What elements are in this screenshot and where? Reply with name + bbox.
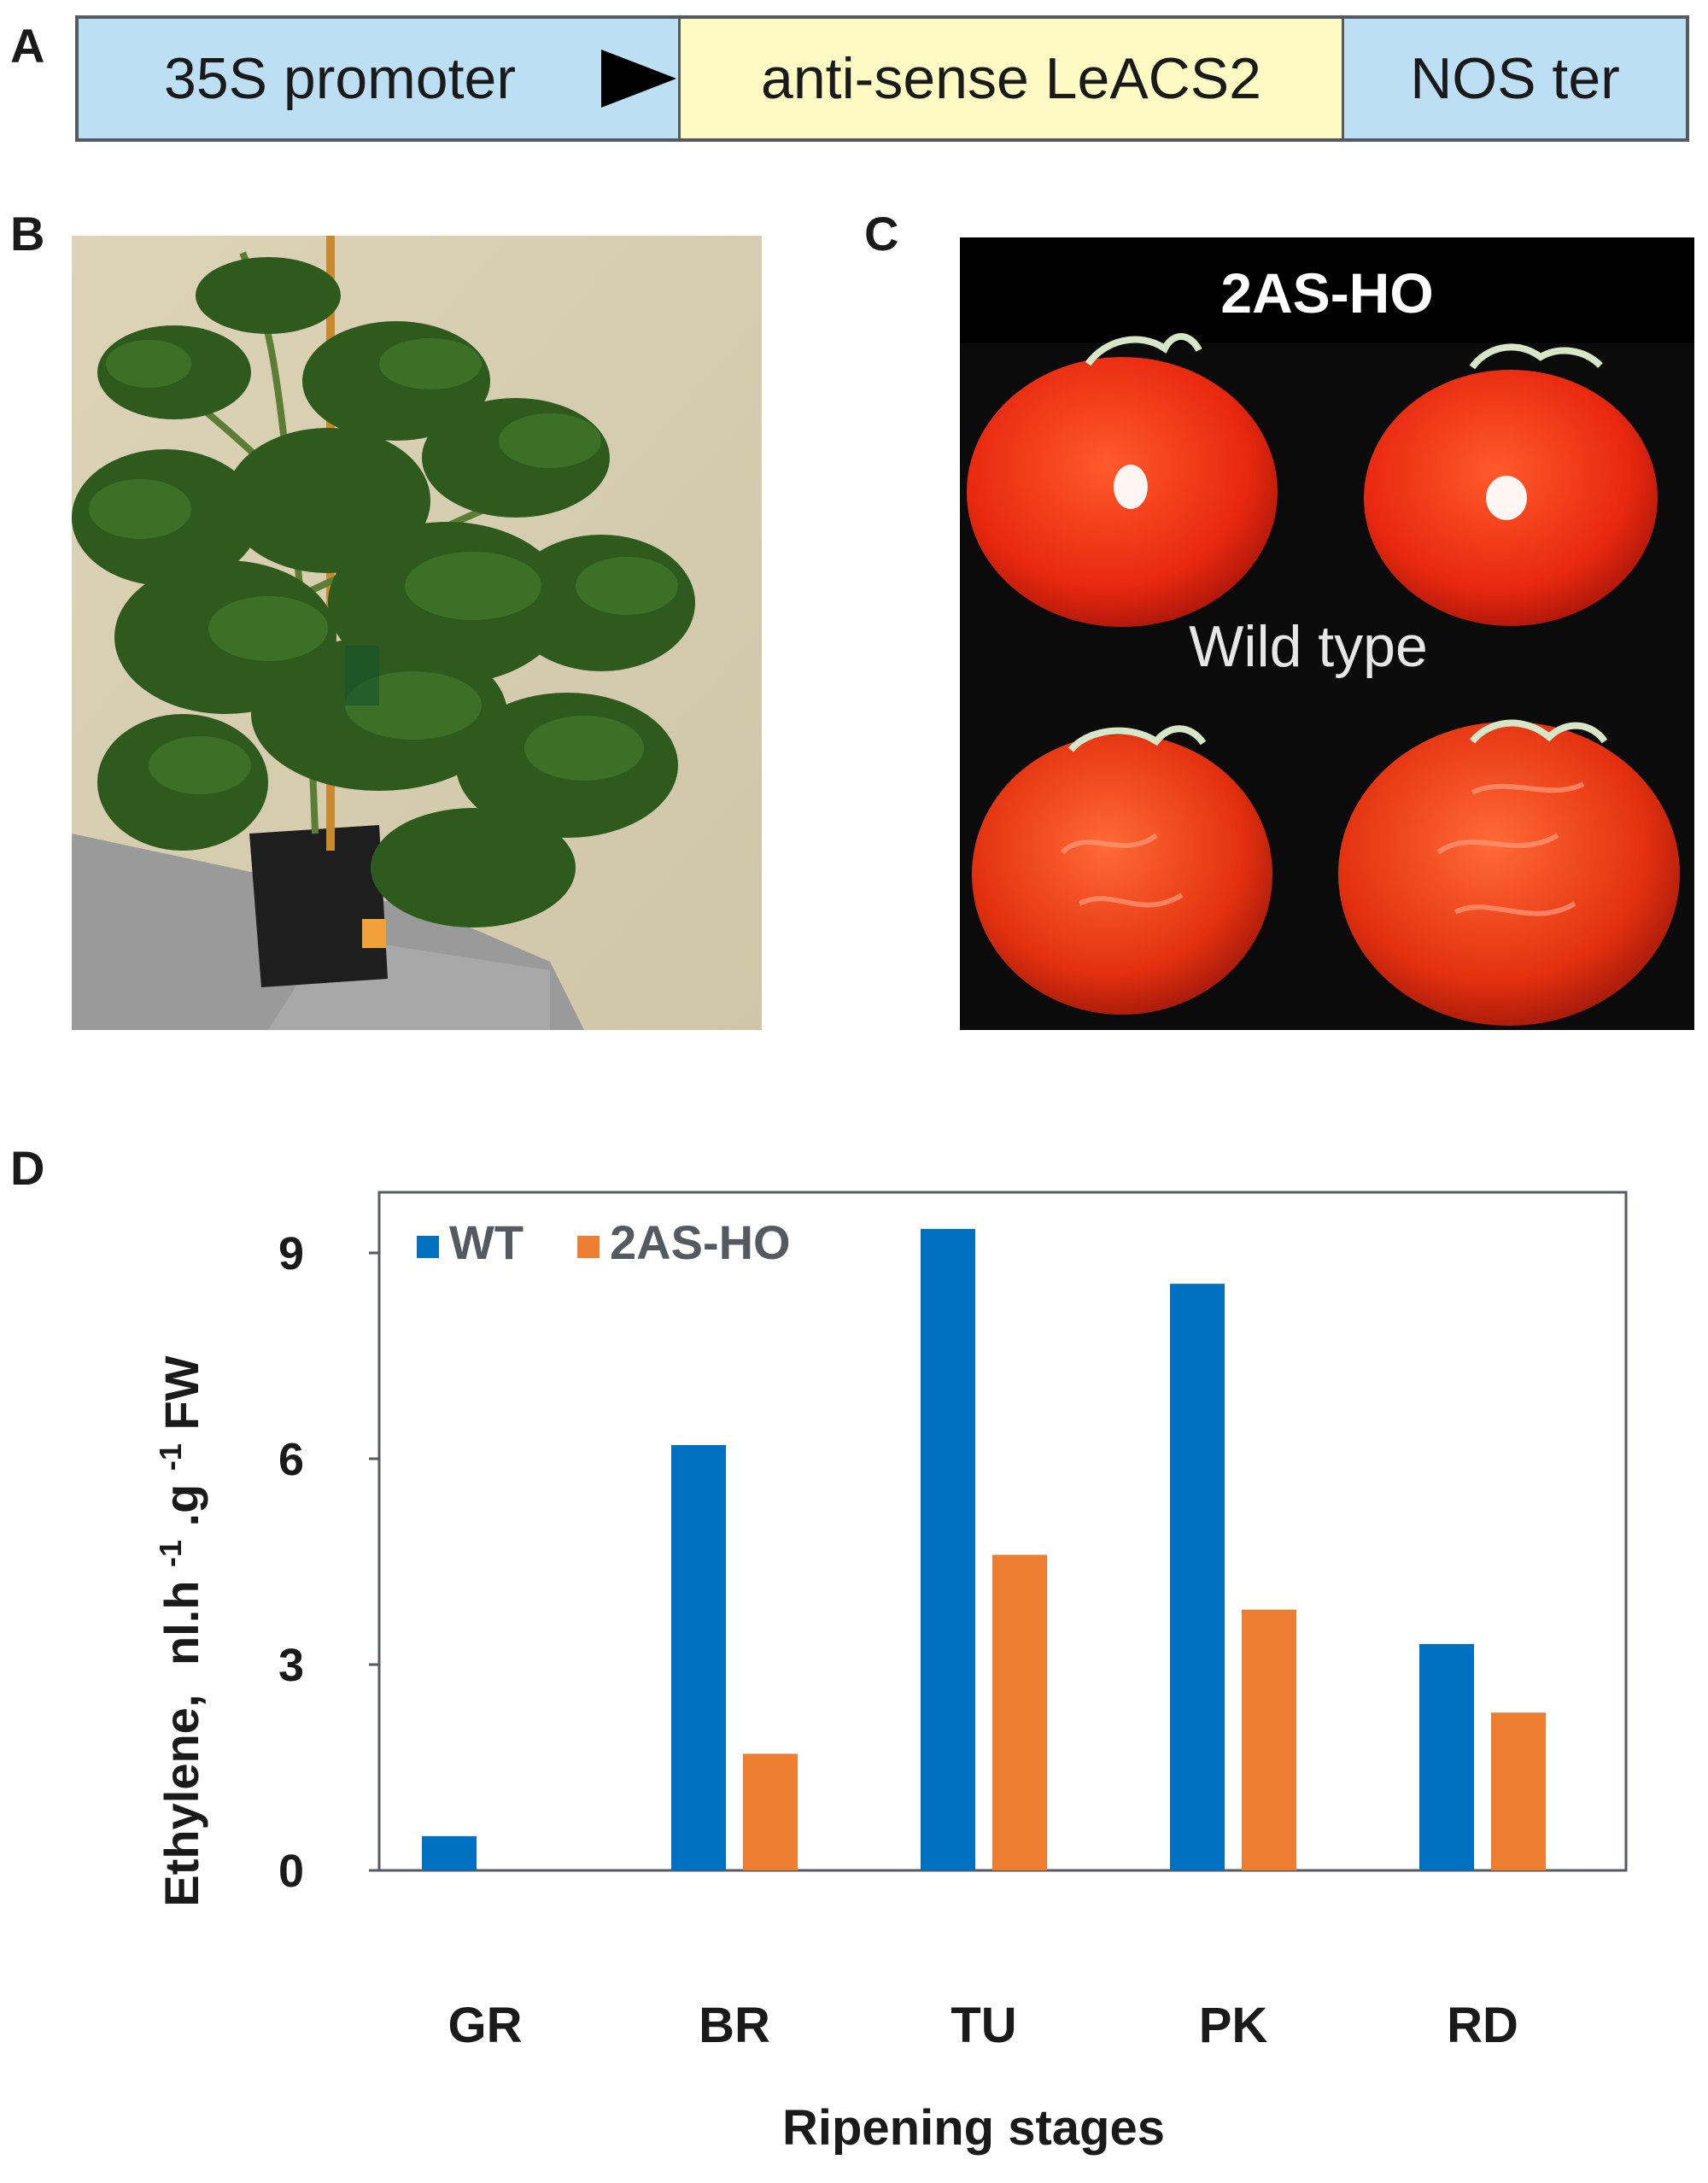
tomato-bottom-right	[1338, 722, 1680, 1026]
bar-wt-br	[671, 1444, 726, 1870]
promoter-arrow-icon	[601, 50, 676, 108]
promoter-segment: 35S promoter	[79, 19, 681, 138]
y-axis-ticks: 0 3 6 9	[278, 1228, 379, 1897]
y-axis-label: Ethylene, nl.h -1 .g -1 FW	[137, 1355, 208, 1906]
gene-construct-diagram: 35S promoter anti-sense LeACS2 NOS ter	[75, 15, 1689, 142]
tomato-plant-photo	[72, 236, 762, 1030]
photo-title: 2AS-HO	[1220, 261, 1433, 325]
svg-text:Ethylene, nl.h -1: Ethylene, nl.h -1 .g -1 FW	[137, 1355, 208, 1906]
y-axis-units-exp1: -1	[153, 1540, 188, 1567]
bar-2as-ho-pk	[1242, 1609, 1296, 1870]
bar-wt-pk	[1170, 1284, 1225, 1870]
tag	[362, 919, 386, 948]
photo-caption: Wild type	[1189, 614, 1428, 679]
y-axis-units-end: FW	[155, 1355, 208, 1430]
terminator-segment: NOS ter	[1344, 19, 1686, 138]
panel-a-label: A	[10, 19, 45, 73]
legend-swatch-2as-ho	[577, 1236, 600, 1258]
gene-segment: anti-sense LeACS2	[681, 19, 1344, 138]
bar-wt-rd	[1419, 1643, 1474, 1870]
promoter-label: 35S promoter	[164, 46, 516, 111]
y-tick-label: 3	[278, 1640, 304, 1691]
gene-label: anti-sense LeACS2	[761, 46, 1261, 111]
y-tick-label: 6	[278, 1434, 304, 1485]
x-tick-label: RD	[1447, 1998, 1518, 2053]
x-axis-ticks: GR BR TU PK RD	[448, 1998, 1518, 2053]
legend-label: 2AS-HO	[610, 1215, 791, 1269]
bar-wt-tu	[921, 1228, 975, 1870]
bar-2as-ho-tu	[992, 1554, 1047, 1870]
bars	[422, 1228, 1546, 1870]
legend: WT 2AS-HO	[417, 1215, 791, 1269]
x-axis-title: Ripening stages	[782, 2100, 1165, 2156]
y-axis-units-exp2: -1	[153, 1443, 188, 1471]
terminator-label: NOS ter	[1410, 46, 1620, 111]
pot	[249, 825, 388, 987]
y-tick-label: 9	[278, 1228, 304, 1279]
x-tick-label: TU	[951, 1998, 1016, 2053]
y-axis-units-mid: .g	[155, 1484, 208, 1527]
x-tick-label: GR	[448, 1998, 523, 2053]
panel-c-label: C	[864, 207, 899, 260]
x-tick-label: PK	[1199, 1998, 1268, 2053]
tomato-bottom-left	[972, 734, 1272, 1015]
bar-2as-ho-br	[743, 1753, 798, 1870]
panel-b-label: B	[10, 207, 45, 260]
y-axis-title: Ethylene,	[155, 1694, 208, 1907]
bar-wt-gr	[422, 1835, 477, 1870]
tomato-fruit-photo: 2AS-HO Wild type	[960, 237, 1694, 1030]
bar-2as-ho-rd	[1491, 1712, 1546, 1870]
y-axis-units-base: nl.h	[155, 1581, 208, 1666]
legend-label: WT	[449, 1215, 524, 1269]
panel-d-label: D	[10, 1141, 45, 1195]
y-tick-label: 0	[278, 1846, 304, 1897]
ethylene-bar-chart: Ethylene, nl.h -1 .g -1 FW 0 3 6 9 GR BR TU PK…	[137, 1191, 1628, 2156]
legend-swatch-wt	[417, 1236, 439, 1258]
x-tick-label: BR	[699, 1998, 770, 2053]
